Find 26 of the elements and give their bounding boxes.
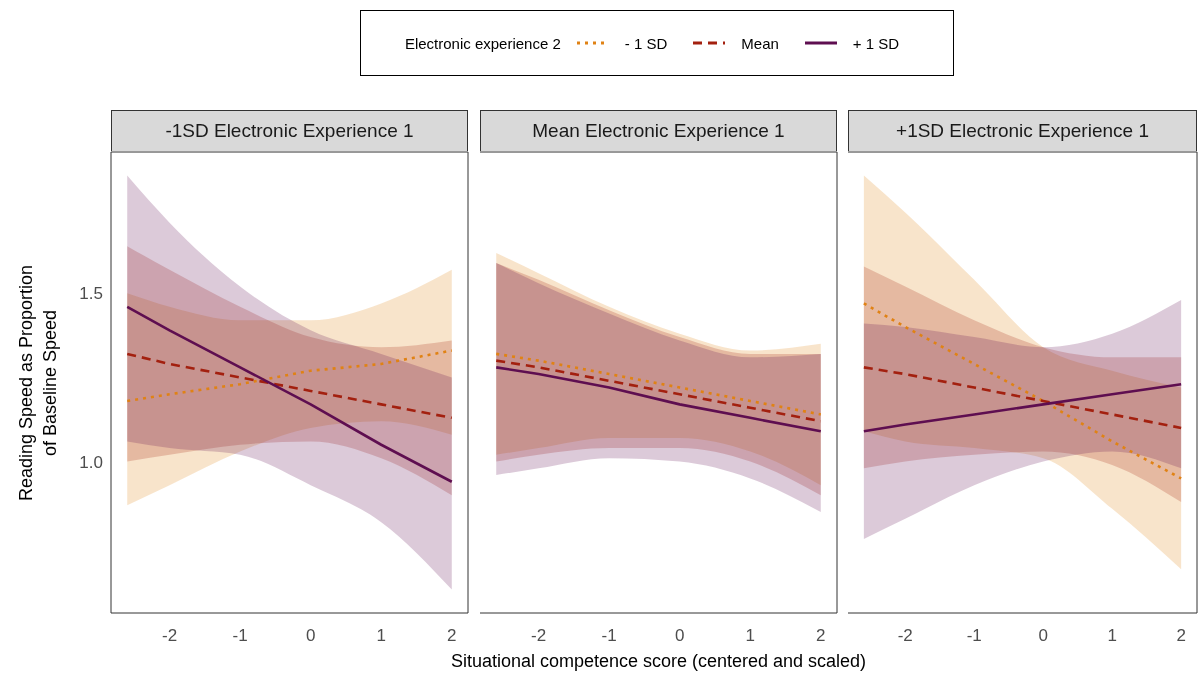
x-tick-label: 1 <box>376 626 386 646</box>
line-series <box>125 305 454 484</box>
x-tick-label: 2 <box>816 626 826 646</box>
x-tick-label: 0 <box>674 626 685 646</box>
x-tick-label: -1 <box>966 626 982 646</box>
x-tick-label: -2 <box>162 626 178 646</box>
x-tick-label: 0 <box>305 626 316 646</box>
x-tick-label: 1 <box>745 626 755 646</box>
x-tick-label: -1 <box>601 626 617 646</box>
legend-label: - 1 SD <box>624 34 668 52</box>
y-tick-label: 1.0 <box>79 452 103 472</box>
x-tick-label: 2 <box>1176 626 1186 646</box>
x-tick-label: 1 <box>1107 626 1117 646</box>
x-axis-title: Situational competence score (centered and scaled) <box>449 651 868 672</box>
legend-title: Electronic experience 2 <box>404 34 561 52</box>
y-axis-title: Reading Speed as Proportion of Baseline Speed <box>15 263 61 503</box>
x-tick-label: -2 <box>531 626 547 646</box>
legend-label: + 1 SD <box>852 34 900 52</box>
x-tick-label: 2 <box>447 626 457 646</box>
x-tick-label: 0 <box>1038 626 1048 646</box>
y-tick-label: 1.5 <box>79 284 103 304</box>
x-tick-label: -1 <box>232 626 248 646</box>
line-series <box>125 349 454 403</box>
x-tick-label: -2 <box>897 626 913 646</box>
line-series <box>125 352 454 420</box>
legend-label: Mean <box>741 34 779 52</box>
